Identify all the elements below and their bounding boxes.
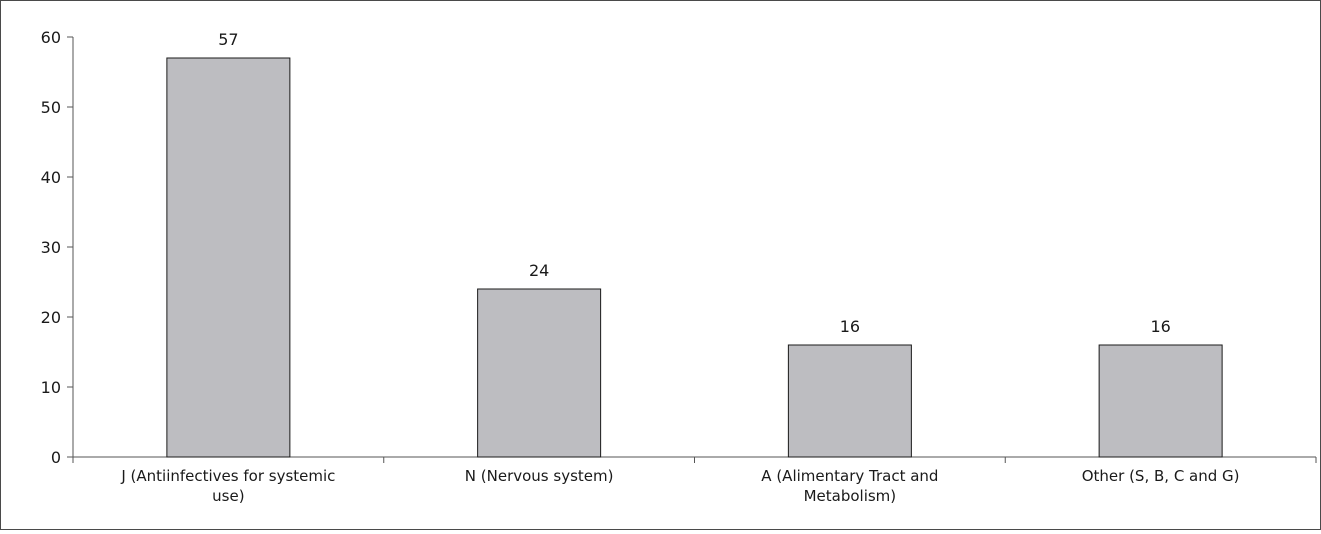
- bar: [1098, 344, 1223, 458]
- bar: [166, 57, 291, 458]
- y-tick-label: 10: [41, 378, 61, 397]
- category-label: J (Antiinfectives for systemic use): [120, 467, 335, 505]
- y-tick-label: 60: [41, 28, 61, 47]
- category-labels: J (Antiinfectives for systemic use) N (Ner…: [120, 467, 1239, 505]
- category-label-line: J (Antiinfectives for systemic: [120, 467, 335, 485]
- bar: [477, 288, 602, 458]
- category-label-line: Metabolism): [804, 487, 897, 505]
- y-tick-label: 30: [41, 238, 61, 257]
- category-label: A (Alimentary Tract and Metabolism): [761, 467, 938, 505]
- bar: [787, 344, 912, 458]
- category-label-line: N (Nervous system): [465, 467, 614, 485]
- data-label: 16: [840, 317, 860, 336]
- category-label: Other (S, B, C and G): [1082, 467, 1240, 485]
- y-tick-label: 50: [41, 98, 61, 117]
- category-label-line: A (Alimentary Tract and: [761, 467, 938, 485]
- category-label-line: Other (S, B, C and G): [1082, 467, 1240, 485]
- data-label: 16: [1150, 317, 1170, 336]
- y-axis: 0 10 20 30 40 50 60: [41, 28, 74, 467]
- data-label: 57: [218, 30, 238, 49]
- y-tick-label: 40: [41, 168, 61, 187]
- y-tick-label: 0: [51, 448, 61, 467]
- category-label-line: use): [212, 487, 244, 505]
- x-axis: [72, 456, 1317, 463]
- y-tick-label: 20: [41, 308, 61, 327]
- data-label: 24: [529, 261, 549, 280]
- data-labels: 57 24 16 16: [218, 30, 1171, 336]
- bars: [166, 57, 1223, 458]
- category-label: N (Nervous system): [465, 467, 614, 485]
